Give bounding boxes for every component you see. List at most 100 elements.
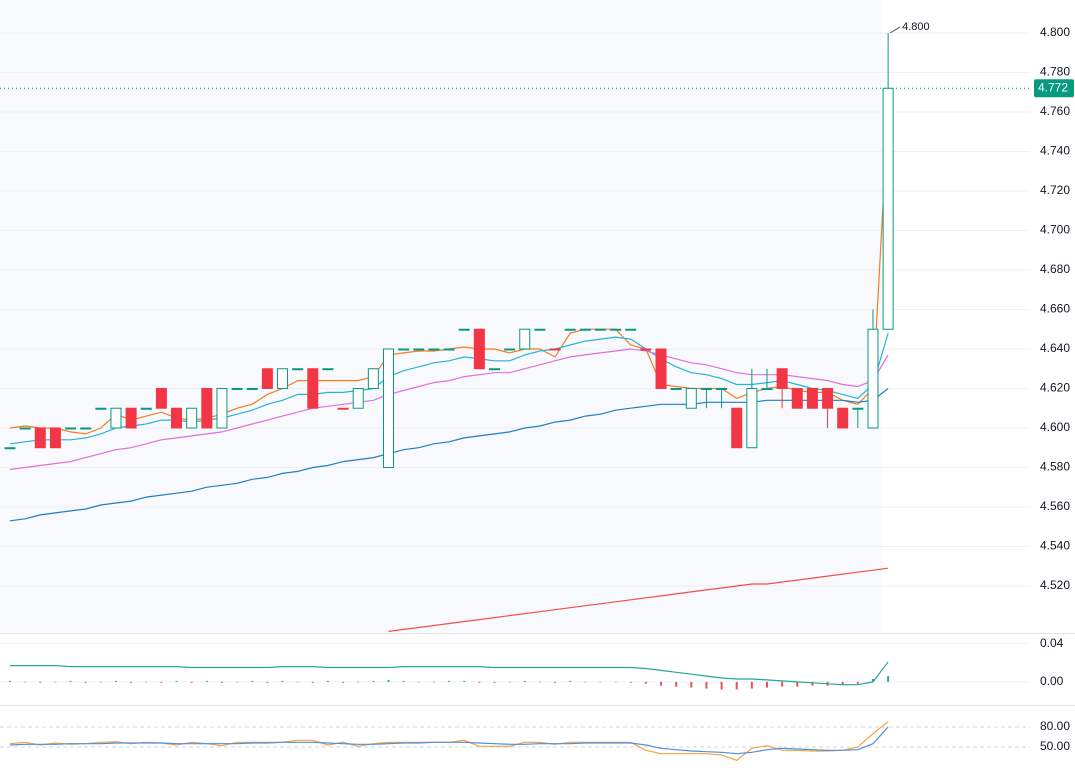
y-tick-label: 4.560 <box>1040 499 1070 513</box>
candle-body <box>261 368 273 389</box>
y-tick-label: 4.760 <box>1040 104 1070 118</box>
series-line <box>9 726 889 755</box>
y-tick-label: 4.520 <box>1040 578 1070 592</box>
candle-body <box>594 328 606 331</box>
y-tick-label: 4.800 <box>1040 25 1070 39</box>
histogram-bar <box>130 681 133 683</box>
histogram-bar <box>584 681 587 683</box>
candle-body <box>504 348 516 351</box>
histogram-bar <box>84 681 87 683</box>
candle-body <box>806 387 818 409</box>
histogram-bar <box>236 681 239 683</box>
histogram-bar <box>417 681 420 683</box>
y-tick-label: 4.640 <box>1040 341 1070 355</box>
candle-body <box>171 407 183 429</box>
candle-body <box>822 387 834 409</box>
histogram-bar <box>387 679 390 682</box>
histogram-bar <box>99 681 102 683</box>
plot-background <box>0 0 882 632</box>
y-tick-label: 50.00 <box>1040 739 1070 753</box>
candle-body <box>791 387 803 409</box>
histogram-bar <box>145 681 148 683</box>
histogram-bar <box>372 680 375 682</box>
histogram-bar <box>871 678 874 682</box>
histogram-bar <box>841 681 844 685</box>
histogram-bar <box>311 681 314 683</box>
histogram-bar <box>402 680 405 682</box>
histogram-bar <box>569 680 572 682</box>
candle-body <box>337 407 349 410</box>
histogram-bar <box>811 681 814 686</box>
histogram-bar <box>887 676 890 682</box>
histogram-bar <box>523 680 526 682</box>
candle-body <box>852 407 864 410</box>
candle-body <box>4 447 16 450</box>
y-tick-label: 80.00 <box>1040 719 1070 733</box>
candle-body <box>277 368 289 389</box>
histogram-bar <box>54 681 57 683</box>
candle-body <box>95 407 107 410</box>
candle-body <box>125 407 137 429</box>
candle-body <box>231 387 243 390</box>
histogram-bar <box>448 680 451 682</box>
histogram-bar <box>720 681 723 690</box>
y-tick-label: 4.680 <box>1040 262 1070 276</box>
histogram-bar <box>766 681 768 688</box>
histogram-bar <box>9 680 11 682</box>
y-tick-label: 0.00 <box>1040 674 1064 688</box>
histogram-bar <box>463 680 466 682</box>
candle-body <box>216 387 228 429</box>
candle-body <box>322 368 334 371</box>
candle-body <box>640 348 652 351</box>
histogram-bar <box>690 681 693 688</box>
series-line <box>9 348 889 471</box>
histogram-bar <box>24 681 27 683</box>
histogram-bar <box>781 681 784 687</box>
histogram-bar <box>114 680 117 682</box>
y-tick-label: 4.660 <box>1040 302 1070 316</box>
candle-body <box>746 387 758 449</box>
candle-body <box>488 368 500 371</box>
histogram-bar <box>190 681 193 683</box>
candle-body <box>246 387 258 390</box>
y-tick-label: 4.580 <box>1040 460 1070 474</box>
histogram-bar <box>342 681 345 683</box>
histogram-bar <box>554 681 557 683</box>
candle-body <box>34 427 46 449</box>
candle-body <box>443 348 455 351</box>
candle-body <box>549 348 561 351</box>
candle-body <box>700 387 712 390</box>
candle-body <box>882 87 894 330</box>
histogram-bar <box>538 681 541 683</box>
histogram-bar <box>796 681 799 687</box>
histogram-bar <box>39 681 42 683</box>
histogram-bar <box>251 680 254 682</box>
candle-body <box>110 407 122 429</box>
candle-body <box>398 348 410 351</box>
histogram-bar <box>508 681 511 683</box>
candle-body <box>413 348 425 351</box>
high-marker-label: 4.800 <box>902 21 930 33</box>
y-tick-label: 4.620 <box>1040 381 1070 395</box>
y-tick-label: 4.720 <box>1040 183 1070 197</box>
last-price-box <box>1034 79 1074 98</box>
histogram-bar <box>644 681 647 684</box>
histogram-bar <box>175 680 178 682</box>
y-tick-label: 4.740 <box>1040 144 1070 158</box>
histogram-bar <box>478 681 481 683</box>
last-price-label: 4.772 <box>1038 80 1068 94</box>
y-tick-label: 0.04 <box>1040 636 1064 650</box>
y-tick-label: 4.540 <box>1040 539 1070 553</box>
candle-body <box>655 348 667 389</box>
series-line <box>388 567 889 632</box>
candle-body <box>80 427 92 430</box>
candle-body <box>867 328 879 429</box>
candle-body <box>837 407 849 429</box>
histogram-bar <box>750 681 753 689</box>
series-line <box>10 661 889 686</box>
candle-body <box>49 427 61 449</box>
candle-body <box>564 328 576 331</box>
histogram-bar <box>629 681 632 683</box>
candle-body <box>186 407 198 429</box>
